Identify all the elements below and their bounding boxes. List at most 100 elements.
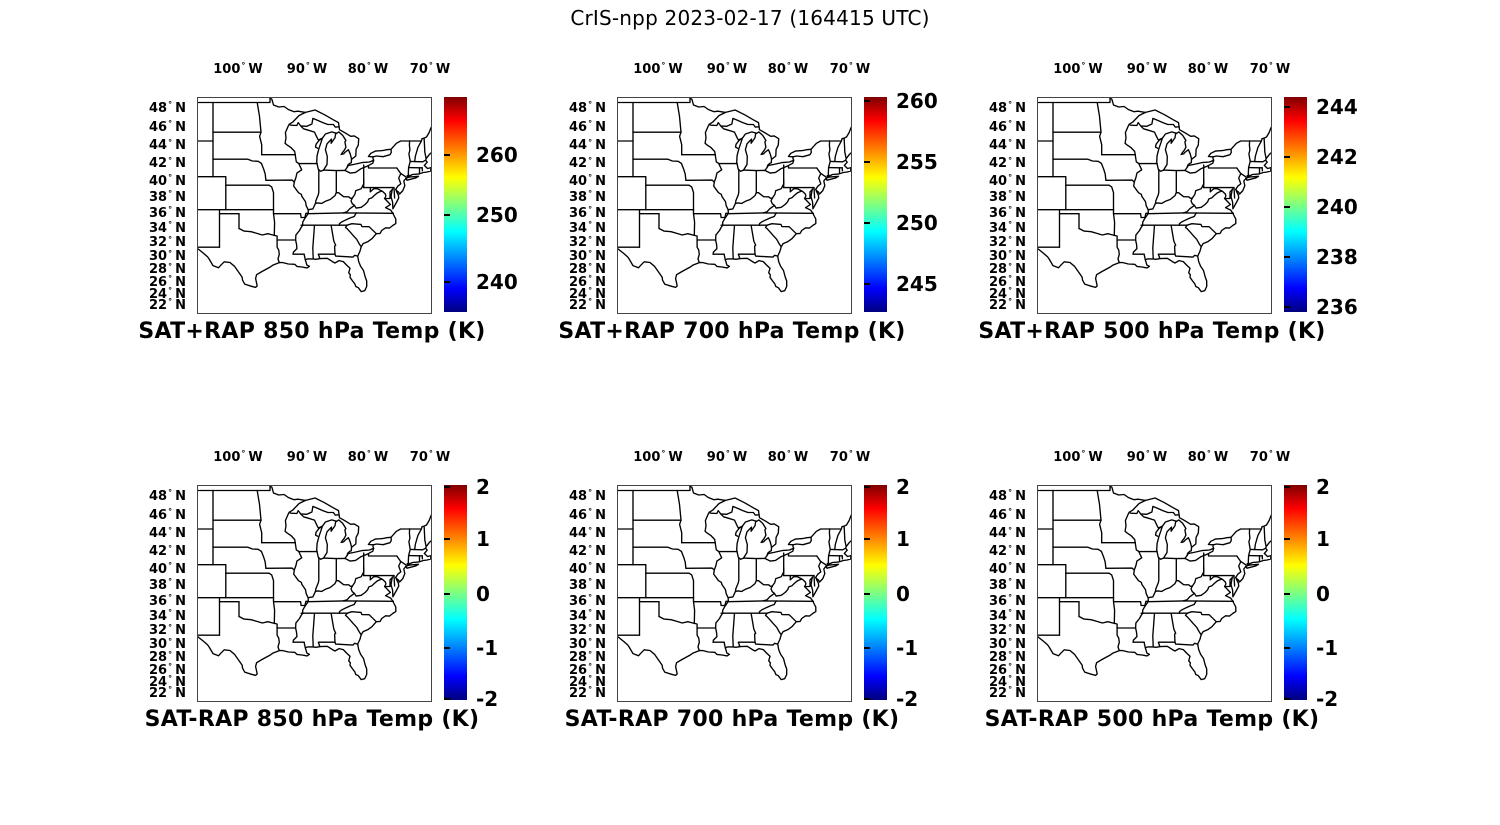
lat-tick-label: 40° N (569, 560, 606, 577)
lon-tick-label: 70° W (1249, 61, 1291, 77)
lat-tick-label: 46° N (989, 119, 1026, 136)
colorbar-tick-label: -1 (476, 635, 499, 660)
lat-tick-label: 22° N (989, 296, 1026, 313)
lon-tick-label: 70° W (1249, 449, 1291, 465)
colorbar-tick-mark (444, 593, 450, 595)
lat-tick-label: 28° N (569, 261, 606, 278)
lat-tick-label: 26° N (989, 274, 1026, 290)
colorbar-tick-mark (864, 283, 870, 286)
lat-tick-label: 28° N (149, 649, 186, 666)
lat-tick-label: 40° N (149, 172, 186, 189)
lon-axis: 100° W 90° W 80° W 70° W (1037, 447, 1290, 473)
colorbar-tick-label: 242 (1316, 145, 1358, 169)
colorbar-tick-label: 1 (476, 527, 490, 552)
lon-tick-label: 80° W (347, 61, 389, 77)
us-state-outline-map (1038, 486, 1271, 681)
colorbar-tick-mark (1284, 593, 1290, 595)
lon-axis: 100° W 90° W 80° W 70° W (197, 447, 450, 473)
lat-tick-label: 24° N (989, 285, 1026, 302)
colorbar-tick-mark (1284, 697, 1290, 700)
lat-axis: 48° N 46° N 44° N 42° N 40° N 38° N 36° N 34° N 32° N 30° N… (542, 97, 612, 313)
colorbar-tick-label: 238 (1316, 245, 1358, 269)
lon-tick-label: 100° W (1053, 61, 1103, 77)
lat-axis: 48° N 46° N 44° N 42° N 40° N 38° N 36° N 34° N 32° N 30° N… (962, 485, 1032, 701)
lat-tick-label: 36° N (989, 593, 1026, 609)
panel-sat-plus-rap-850: 100° W 90° W 80° W 70° W 48° N 46° N 44° N 42° N 40° N 38… (122, 55, 534, 355)
colorbar-tick-mark (444, 538, 450, 541)
panel-title: SAT+RAP 700 hPa Temp (K) (558, 319, 906, 344)
lat-tick-label: 44° N (989, 525, 1026, 542)
lat-tick-label: 34° N (569, 220, 606, 237)
lat-tick-label: 24° N (149, 285, 186, 302)
colorbar-tick-mark (864, 221, 870, 224)
colorbar-tick-mark (444, 154, 450, 157)
lon-tick-label: 100° W (633, 449, 683, 465)
lon-tick-label: 80° W (1187, 449, 1229, 465)
colorbar-tick-label: 250 (476, 203, 518, 228)
lat-tick-label: 40° N (569, 172, 606, 189)
lat-tick-label: 48° N (149, 100, 186, 116)
us-state-outline-map (1038, 98, 1271, 293)
lat-tick-label: 30° N (569, 636, 606, 653)
lat-tick-label: 42° N (569, 543, 606, 560)
colorbar-tick-label: -1 (1316, 635, 1339, 660)
lat-tick-label: 46° N (569, 507, 606, 524)
colorbar-tick-label: 240 (1316, 195, 1358, 220)
colorbar-tick-mark (864, 100, 870, 103)
colorbar-tick-label: 2 (896, 475, 910, 500)
lat-tick-label: 24° N (989, 673, 1026, 690)
lat-tick-label: 22° N (149, 296, 186, 313)
lon-tick-label: 90° W (706, 449, 748, 465)
colorbar (1284, 485, 1307, 700)
lon-tick-label: 70° W (409, 449, 451, 465)
lat-axis: 48° N 46° N 44° N 42° N 40° N 38° N 36° N 34° N 32° N 30° N… (122, 97, 192, 313)
lat-tick-label: 30° N (569, 248, 606, 265)
panel-sat-minus-rap-850: 100° W 90° W 80° W 70° W 48° N 46° N 44° N 42° N 40° N 38… (122, 443, 534, 743)
lat-tick-label: 38° N (569, 577, 606, 594)
panel-title: SAT+RAP 500 hPa Temp (K) (978, 319, 1326, 344)
lat-tick-label: 22° N (149, 684, 186, 701)
lat-tick-label: 28° N (989, 261, 1026, 278)
colorbar-tick-label: 0 (1316, 582, 1330, 606)
colorbar (444, 97, 467, 312)
lat-tick-label: 46° N (149, 119, 186, 136)
lat-tick-label: 44° N (149, 137, 186, 154)
colorbar-tick-mark (444, 697, 450, 700)
lon-tick-label: 100° W (1053, 449, 1103, 465)
colorbar-tick-label: 245 (896, 272, 938, 297)
lon-axis: 100° W 90° W 80° W 70° W (617, 59, 870, 85)
colorbar-tick-label: 260 (896, 89, 938, 114)
us-state-outline-map (198, 98, 431, 293)
lat-tick-label: 38° N (989, 577, 1026, 594)
colorbar (864, 485, 887, 700)
colorbar-tick-mark (444, 214, 450, 217)
lat-tick-label: 32° N (989, 234, 1026, 251)
lat-axis: 48° N 46° N 44° N 42° N 40° N 38° N 36° N 34° N 32° N 30° N… (962, 97, 1032, 313)
lat-tick-label: 48° N (569, 488, 606, 504)
lat-tick-label: 48° N (989, 100, 1026, 116)
lat-tick-label: 34° N (569, 608, 606, 625)
colorbar-tick-label: 2 (1316, 475, 1330, 500)
lon-tick-label: 90° W (706, 61, 748, 77)
lat-tick-label: 30° N (989, 636, 1026, 653)
lon-tick-label: 100° W (213, 61, 263, 77)
colorbar-tick-mark (444, 486, 450, 489)
map-canvas (617, 485, 852, 702)
lat-tick-label: 44° N (989, 137, 1026, 154)
lat-tick-label: 42° N (149, 155, 186, 172)
colorbar-tick-mark (1284, 305, 1290, 308)
panel-sat-plus-rap-700: 100° W 90° W 80° W 70° W 48° N 46° N 44° N 42° N 40° N 38… (542, 55, 954, 355)
colorbar-tick-mark (864, 486, 870, 489)
lat-tick-label: 42° N (989, 155, 1026, 172)
lat-tick-label: 26° N (989, 662, 1026, 678)
lon-tick-label: 80° W (767, 61, 809, 77)
lon-tick-label: 90° W (286, 61, 328, 77)
map-canvas (1037, 485, 1272, 702)
lat-tick-label: 28° N (569, 649, 606, 666)
lat-tick-label: 34° N (989, 608, 1026, 625)
lon-tick-label: 90° W (1126, 61, 1168, 77)
lat-tick-label: 36° N (569, 593, 606, 609)
lat-tick-label: 32° N (149, 622, 186, 639)
lon-tick-label: 80° W (767, 449, 809, 465)
lat-tick-label: 42° N (989, 543, 1026, 560)
